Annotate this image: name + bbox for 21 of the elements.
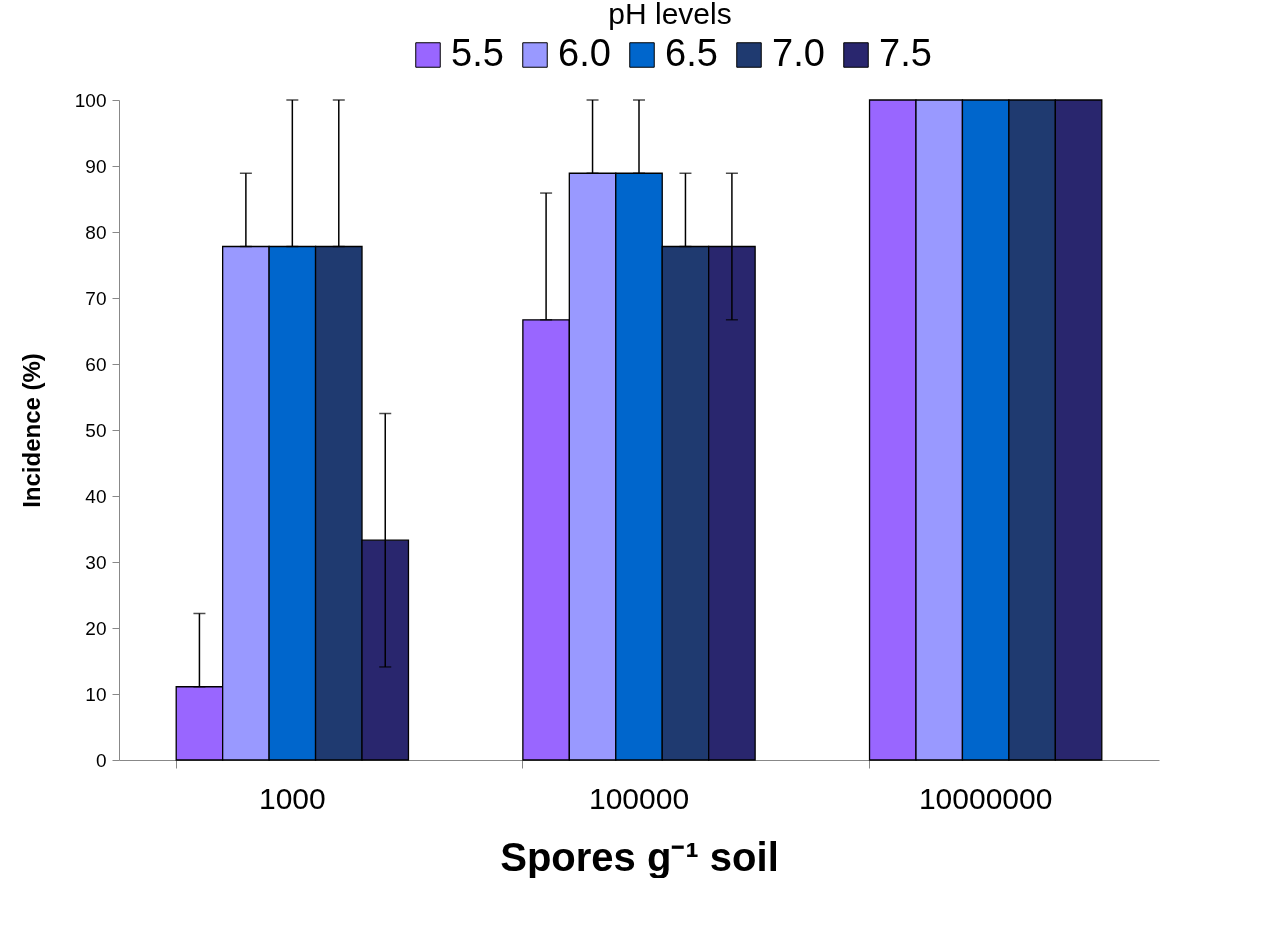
y-tick-label: 20 <box>85 617 107 639</box>
y-tick-label: 100 <box>74 89 107 111</box>
y-tick-label: 40 <box>85 485 107 507</box>
x-tick-label: 100000 <box>588 781 690 815</box>
y-tick-label: 30 <box>85 551 107 573</box>
y-axis-title: Incidence (%) <box>17 353 45 508</box>
legend-label: 6.0 <box>558 32 611 74</box>
y-tick-label: 80 <box>85 221 107 243</box>
x-tick-label: 10000000 <box>918 781 1053 815</box>
legend-label: 7.0 <box>772 32 825 74</box>
x-tick-label: 1000 <box>258 781 326 815</box>
y-tick-label: 70 <box>85 287 107 309</box>
legend-title: pH levels <box>608 0 732 30</box>
y-tick-label: 0 <box>95 749 107 771</box>
y-tick-label: 90 <box>85 155 107 177</box>
y-tick-label: 60 <box>85 353 107 375</box>
y-tick-label: 10 <box>85 683 107 705</box>
legend-label: 5.5 <box>451 32 504 74</box>
legend-label: 6.5 <box>665 32 718 74</box>
y-tick-label: 50 <box>85 419 107 441</box>
legend-label: 7.5 <box>879 32 932 74</box>
